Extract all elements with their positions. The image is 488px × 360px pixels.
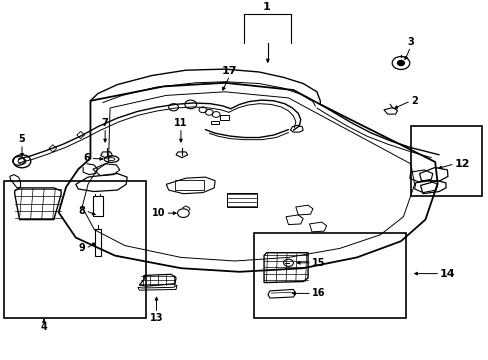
Bar [227, 193, 256, 207]
Text: 3: 3 [407, 37, 413, 47]
Text: 12: 12 [454, 159, 469, 169]
Text: 11: 11 [174, 118, 187, 128]
Text: 6: 6 [83, 153, 90, 163]
Text: 2: 2 [410, 96, 417, 106]
Bar [95, 229, 101, 256]
Text: 16: 16 [311, 288, 325, 298]
Text: 1: 1 [262, 1, 270, 12]
Text: 8: 8 [79, 206, 85, 216]
Bar [220, 115, 228, 120]
Bar [93, 196, 102, 216]
Text: 10: 10 [151, 208, 165, 218]
Text: 13: 13 [149, 313, 163, 323]
Bar [175, 180, 204, 190]
Text: 7: 7 [102, 118, 108, 128]
Bar [4, 181, 145, 318]
Text: 14: 14 [439, 269, 455, 279]
Circle shape [397, 60, 404, 66]
Bar [211, 121, 218, 124]
Text: 9: 9 [79, 243, 85, 253]
Text: 4: 4 [41, 322, 47, 332]
Text: 17: 17 [222, 66, 237, 76]
Text: 5: 5 [19, 134, 25, 144]
Bar [410, 126, 481, 196]
Text: 15: 15 [311, 258, 325, 268]
Bar [254, 233, 405, 318]
